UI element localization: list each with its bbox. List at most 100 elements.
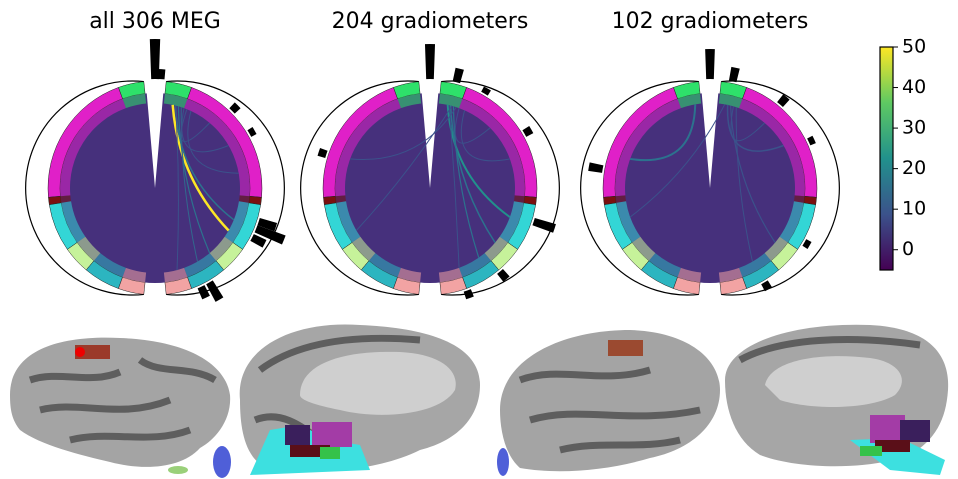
node-band (60, 98, 126, 197)
degree-bar (254, 225, 286, 245)
node-band (163, 267, 188, 283)
node-band (209, 236, 233, 261)
degree-bar (588, 162, 604, 173)
connection (730, 106, 765, 142)
node-band (793, 195, 805, 203)
degree-bar (229, 102, 241, 114)
node-band (335, 98, 401, 197)
connectivity-plot: 102 gradiometers (580, 9, 840, 296)
brain-medial-left (239, 324, 480, 475)
plot-title: 102 gradiometers (612, 9, 809, 34)
node-band (335, 195, 347, 203)
connection (452, 106, 480, 258)
colorbar-tick-label: 20 (902, 157, 926, 179)
degree-bar (728, 66, 740, 83)
node-band (459, 253, 492, 278)
node-band (513, 195, 525, 203)
degree-bar (777, 94, 790, 107)
node-band (616, 201, 641, 243)
brain-images (10, 324, 949, 478)
connection (181, 108, 229, 153)
node-band (224, 201, 249, 243)
node-band (238, 195, 250, 203)
node-band (352, 236, 376, 261)
degree-bar (497, 269, 510, 282)
connection (356, 105, 453, 231)
node-band (779, 201, 804, 243)
degree-bar (705, 48, 715, 80)
connection (629, 104, 726, 218)
node-band (739, 98, 805, 197)
connectivity-plot: all 306 MEG (25, 9, 286, 302)
outer-ring (25, 80, 285, 296)
connection (629, 104, 697, 162)
connectivity-plot: 204 gradiometers (300, 9, 560, 300)
outer-ring (300, 80, 560, 296)
node-band (764, 236, 788, 261)
colorbar-tick-label: 50 (902, 36, 926, 58)
node-band (184, 253, 217, 278)
degree-bar (802, 239, 812, 249)
connection (448, 105, 460, 268)
node-band (484, 236, 508, 261)
node-band (459, 98, 525, 197)
degree-bar (424, 44, 436, 80)
node-band (718, 267, 743, 283)
plot-interior (334, 93, 525, 283)
node-band (615, 98, 681, 197)
plot-title: all 306 MEG (89, 9, 221, 34)
node-band (739, 253, 772, 278)
outer-ring (580, 80, 840, 296)
plot-title: 204 gradiometers (332, 9, 529, 34)
degree-bar (761, 280, 773, 292)
node-band (368, 253, 401, 278)
node-band (648, 253, 681, 278)
connection (460, 110, 510, 162)
node-band (499, 201, 524, 243)
degree-bar (257, 218, 278, 232)
connection (446, 104, 511, 218)
connection (726, 104, 784, 152)
degree-bar (522, 125, 534, 137)
node-band (61, 201, 86, 243)
connection (729, 105, 776, 243)
colorbar: 0 10 20 30 40 50 (879, 36, 926, 271)
plot-interior (615, 93, 805, 283)
node-band (615, 195, 627, 203)
connection (350, 106, 457, 161)
connection (454, 107, 491, 144)
degree-bar (452, 67, 464, 84)
brain-medial-right (725, 324, 949, 475)
degree-bar (807, 135, 816, 146)
colorbar-tick-label: 40 (902, 76, 926, 98)
node-band (677, 93, 702, 109)
connection (175, 105, 179, 271)
node-band (184, 98, 250, 197)
colorbar-tick-label: 10 (902, 198, 926, 220)
node-band (718, 93, 743, 109)
node-band (93, 253, 126, 278)
node-band (677, 267, 702, 283)
brain-lateral-right (497, 330, 720, 476)
node-band (438, 93, 463, 109)
brain-lateral-left (10, 337, 231, 478)
connection (177, 106, 211, 254)
degree-bar (206, 280, 224, 302)
node-band (122, 93, 147, 109)
node-band (397, 93, 422, 109)
degree-bar (197, 285, 210, 300)
node-band (438, 267, 463, 283)
node-band (632, 236, 656, 261)
degree-bar (250, 234, 267, 248)
degree-bar (532, 218, 556, 233)
node-band (336, 201, 361, 243)
node-band (60, 195, 72, 203)
degree-bar (247, 127, 257, 137)
degree-bar (317, 147, 328, 158)
connection (187, 110, 239, 174)
node-band (122, 267, 147, 283)
node-band (163, 93, 188, 109)
degree-bar (156, 69, 166, 80)
connection (735, 107, 753, 262)
